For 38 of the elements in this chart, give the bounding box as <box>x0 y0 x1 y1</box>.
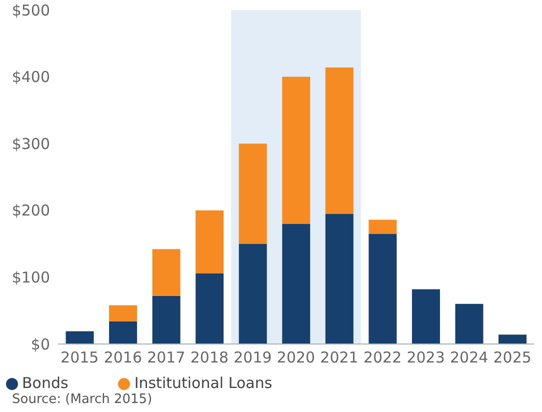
bar <box>238 144 267 244</box>
bar <box>196 273 224 344</box>
x-tick-label: 2023 <box>406 348 445 367</box>
bar <box>455 304 484 344</box>
bar <box>109 305 138 322</box>
y-tick-label: $500 <box>12 1 50 20</box>
bar <box>325 67 354 214</box>
bar <box>498 334 527 344</box>
legend-label: Bonds <box>22 374 68 392</box>
x-tick-label: 2017 <box>147 348 186 367</box>
bar <box>152 296 180 344</box>
bar <box>66 331 94 344</box>
bar <box>196 210 224 274</box>
bar <box>238 244 267 344</box>
y-tick-label: $200 <box>12 202 50 220</box>
x-tick-label: 2022 <box>363 348 402 367</box>
bar <box>282 224 310 344</box>
y-tick-label: $300 <box>12 134 50 153</box>
bar <box>282 76 310 224</box>
bar <box>368 234 397 344</box>
x-tick-label: 2025 <box>493 348 532 367</box>
x-tick-label: 2024 <box>450 348 488 367</box>
bar <box>325 214 354 344</box>
x-tick-label: 2016 <box>104 348 142 367</box>
bar <box>109 321 138 344</box>
bar <box>412 289 440 344</box>
source-note: Source: (March 2015) <box>12 392 152 407</box>
x-tick-label: 2021 <box>320 348 358 367</box>
bar <box>368 220 397 234</box>
x-tick-label: 2020 <box>276 348 316 367</box>
bar <box>152 249 180 296</box>
y-tick-label: $100 <box>12 268 50 287</box>
y-tick-label: $400 <box>12 68 50 86</box>
x-tick-label: 2018 <box>190 348 229 367</box>
legend-label: Institutional Loans <box>134 374 272 392</box>
y-tick-label: $0 <box>30 335 50 354</box>
x-tick-label: 2015 <box>60 348 99 367</box>
x-tick-label: 2019 <box>234 348 272 367</box>
